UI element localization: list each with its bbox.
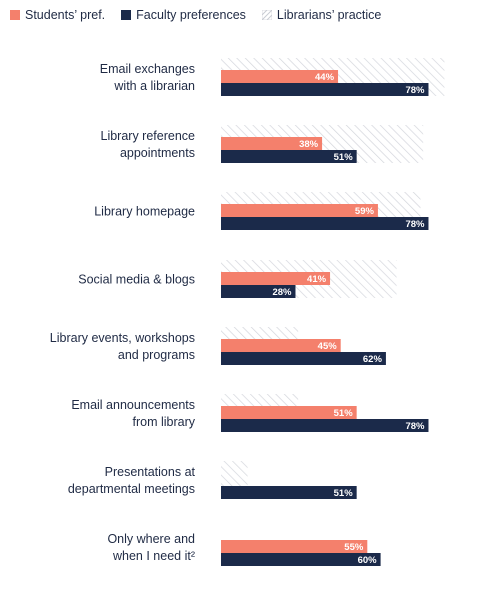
students-value-label: 45%	[318, 341, 338, 352]
category-label: Only where and	[107, 532, 195, 546]
category-label: with a librarian	[113, 79, 195, 93]
faculty-bar	[221, 486, 357, 499]
faculty-bar	[221, 419, 429, 432]
faculty-value-label: 28%	[272, 287, 292, 298]
bar-group: 45% 62% Library events, workshops and progr…	[50, 327, 386, 365]
bar-group: 41% 28% Social media & blogs	[78, 260, 397, 298]
chart-groups: 44% 78% Email exchanges with a librarian 38%…	[50, 58, 445, 566]
category-label: Email announcements	[71, 398, 195, 412]
legend-item-students: Students’ pref.	[10, 8, 105, 22]
faculty-bar	[221, 150, 357, 163]
category-label: Library reference	[101, 129, 196, 143]
students-value-label: 44%	[315, 72, 335, 83]
students-value-label: 51%	[334, 408, 354, 419]
bar-group: 51% 78% Email announcements from library	[71, 394, 429, 432]
students-value-label: 55%	[344, 542, 364, 553]
category-label: departmental meetings	[68, 482, 195, 496]
faculty-bar	[221, 553, 381, 566]
category-label: appointments	[120, 146, 195, 160]
students-value-label: 38%	[299, 139, 319, 150]
students-bar	[221, 137, 323, 150]
legend-label-students: Students’ pref.	[25, 8, 106, 22]
bar-group: 55% 60% Only where and when I need it²	[107, 532, 381, 566]
faculty-value-label: 78%	[405, 421, 425, 432]
legend-swatch-librarians	[261, 10, 272, 20]
legend-item-faculty: Faculty preferences	[121, 8, 246, 22]
faculty-bar	[221, 217, 429, 230]
legend-label-faculty: Faculty preferences	[136, 8, 246, 22]
students-bar	[221, 272, 331, 285]
bar-group: 59% 78% Library homepage	[94, 192, 429, 230]
students-bar	[221, 70, 339, 83]
faculty-bar	[221, 83, 429, 96]
category-label: Email exchanges	[100, 62, 195, 76]
category-label: Social media & blogs	[78, 273, 195, 287]
bar-group: 51% Presentations at departmental meetings	[68, 461, 357, 499]
faculty-bar	[221, 352, 386, 365]
category-label: Presentations at	[105, 465, 196, 479]
category-label: when I need it²	[112, 549, 195, 563]
bar-group: 44% 78% Email exchanges with a librarian	[100, 58, 445, 96]
faculty-value-label: 60%	[358, 555, 378, 566]
category-label: and programs	[118, 348, 195, 362]
faculty-value-label: 51%	[334, 152, 354, 163]
category-label: from library	[132, 415, 195, 429]
students-bar	[221, 339, 341, 352]
bar-group: 38% 51% Library reference appointments	[101, 125, 424, 163]
students-bar	[221, 204, 378, 217]
legend-swatch-students	[10, 10, 20, 20]
students-value-label: 41%	[307, 274, 327, 285]
faculty-value-label: 62%	[363, 354, 383, 365]
faculty-value-label: 51%	[334, 488, 354, 499]
category-label: Library events, workshops	[50, 331, 195, 345]
legend-item-librarians: Librarians’ practice	[261, 8, 382, 22]
faculty-bar	[221, 285, 296, 298]
faculty-value-label: 78%	[405, 85, 425, 96]
category-label: Library homepage	[94, 205, 195, 219]
faculty-value-label: 78%	[405, 219, 425, 230]
students-bar	[221, 540, 368, 553]
chart-legend: Students’ pref. Faculty preferences Libr…	[10, 6, 381, 24]
students-value-label: 59%	[355, 206, 375, 217]
legend-label-librarians: Librarians’ practice	[276, 8, 382, 22]
students-bar	[221, 406, 357, 419]
legend-swatch-faculty	[121, 10, 132, 20]
